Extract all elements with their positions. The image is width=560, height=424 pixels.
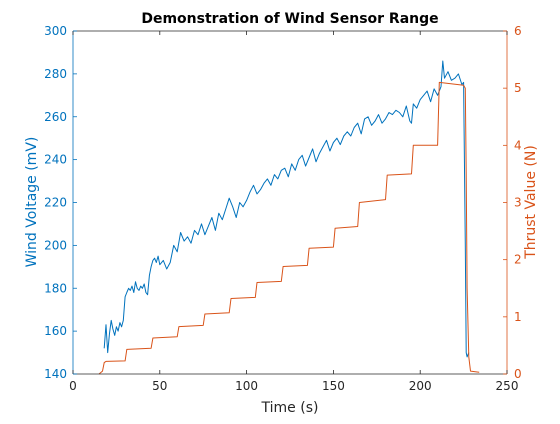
y-axis-right-label: Thrust Value (N): [523, 145, 539, 260]
chart-title: Demonstration of Wind Sensor Range: [141, 11, 438, 27]
x-tick-label: 50: [152, 379, 167, 393]
y-right-tick-label: 4: [514, 138, 522, 152]
y-left-tick-label: 300: [44, 24, 67, 38]
x-tick-label: 150: [322, 379, 345, 393]
y-left-tick-label: 160: [44, 324, 67, 338]
x-tick-label: 0: [69, 379, 77, 393]
y-left-tick-label: 260: [44, 110, 67, 124]
y-right-tick-label: 5: [514, 81, 522, 95]
wind-voltage-series-line: [103, 60, 470, 358]
y-right-tick-label: 2: [514, 253, 522, 267]
x-tick-label: 200: [409, 379, 432, 393]
series-layer: [98, 60, 480, 375]
y-right-tick-label: 0: [514, 367, 522, 381]
ticks-layer: 0 50 100 150 200 2501401601802002202402602803…: [44, 24, 522, 393]
x-tick-label: 250: [496, 379, 519, 393]
y-axis-left-label: Wind Voltage (mV): [24, 137, 40, 268]
x-tick-label: 100: [235, 379, 258, 393]
thrust-series-line: [98, 81, 480, 375]
y-left-tick-label: 200: [44, 238, 67, 252]
y-right-tick-label: 3: [514, 196, 522, 210]
y-left-tick-label: 240: [44, 153, 67, 167]
y-right-tick-label: 1: [514, 310, 522, 324]
y-left-tick-label: 220: [44, 196, 67, 210]
y-right-tick-label: 6: [514, 24, 522, 38]
x-axis-label: Time (s): [261, 400, 319, 416]
y-left-tick-label: 140: [44, 367, 67, 381]
y-left-tick-label: 280: [44, 67, 67, 81]
plot-area: [73, 31, 507, 374]
y-left-tick-label: 180: [44, 281, 67, 295]
